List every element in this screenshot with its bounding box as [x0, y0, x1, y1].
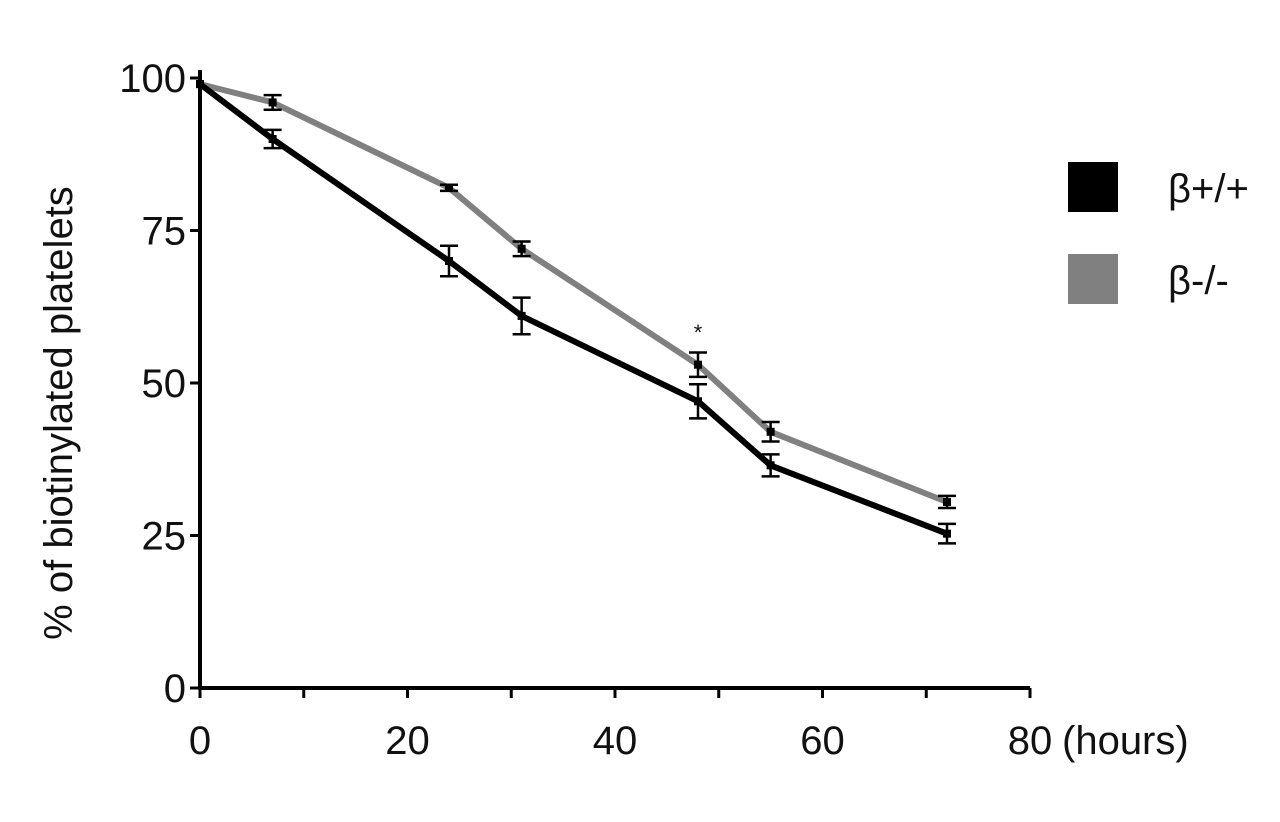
- data-point: [943, 497, 951, 506]
- data-point: [268, 98, 277, 107]
- y-tick-label: 75: [142, 210, 187, 254]
- data-point: [445, 183, 453, 192]
- x-tick-label: 0: [189, 719, 211, 763]
- x-axis-title: (hours): [1062, 719, 1189, 763]
- series-line: [197, 81, 950, 505]
- x-tick-label: 80: [1008, 719, 1053, 763]
- y-tick-label: 50: [142, 362, 187, 406]
- legend-label: β-/-: [1168, 259, 1229, 303]
- y-tick-label: 0: [164, 667, 186, 711]
- axes-layer: 0 25 50 75 100 0 20 40 60 80 (hours) % of biotinyla…: [37, 57, 1189, 763]
- data-point: [694, 360, 702, 369]
- data-point: [766, 461, 775, 470]
- data-point: [445, 257, 453, 265]
- legend-swatch: [1068, 254, 1118, 304]
- data-point: [517, 311, 526, 320]
- y-axis-title: % of biotinylated platelets: [37, 186, 81, 640]
- data-point: [943, 529, 951, 538]
- series-layer: *: [196, 80, 956, 545]
- x-tick-label: 40: [593, 719, 638, 763]
- legend-label: β+/+: [1168, 167, 1249, 211]
- data-point: [766, 427, 775, 436]
- data-point: [268, 135, 277, 143]
- x-tick-label: 20: [385, 719, 430, 763]
- data-point: [196, 80, 204, 89]
- legend-swatch: [1068, 162, 1118, 212]
- data-point: [517, 244, 526, 253]
- series-line: [197, 81, 950, 537]
- legend-layer: β+/+ β-/-: [1068, 162, 1249, 304]
- data-point: [694, 397, 702, 406]
- y-tick-label: 25: [142, 515, 187, 559]
- y-tick-label: 100: [119, 57, 186, 101]
- significance-marker: *: [694, 320, 703, 345]
- x-tick-label: 60: [800, 719, 845, 763]
